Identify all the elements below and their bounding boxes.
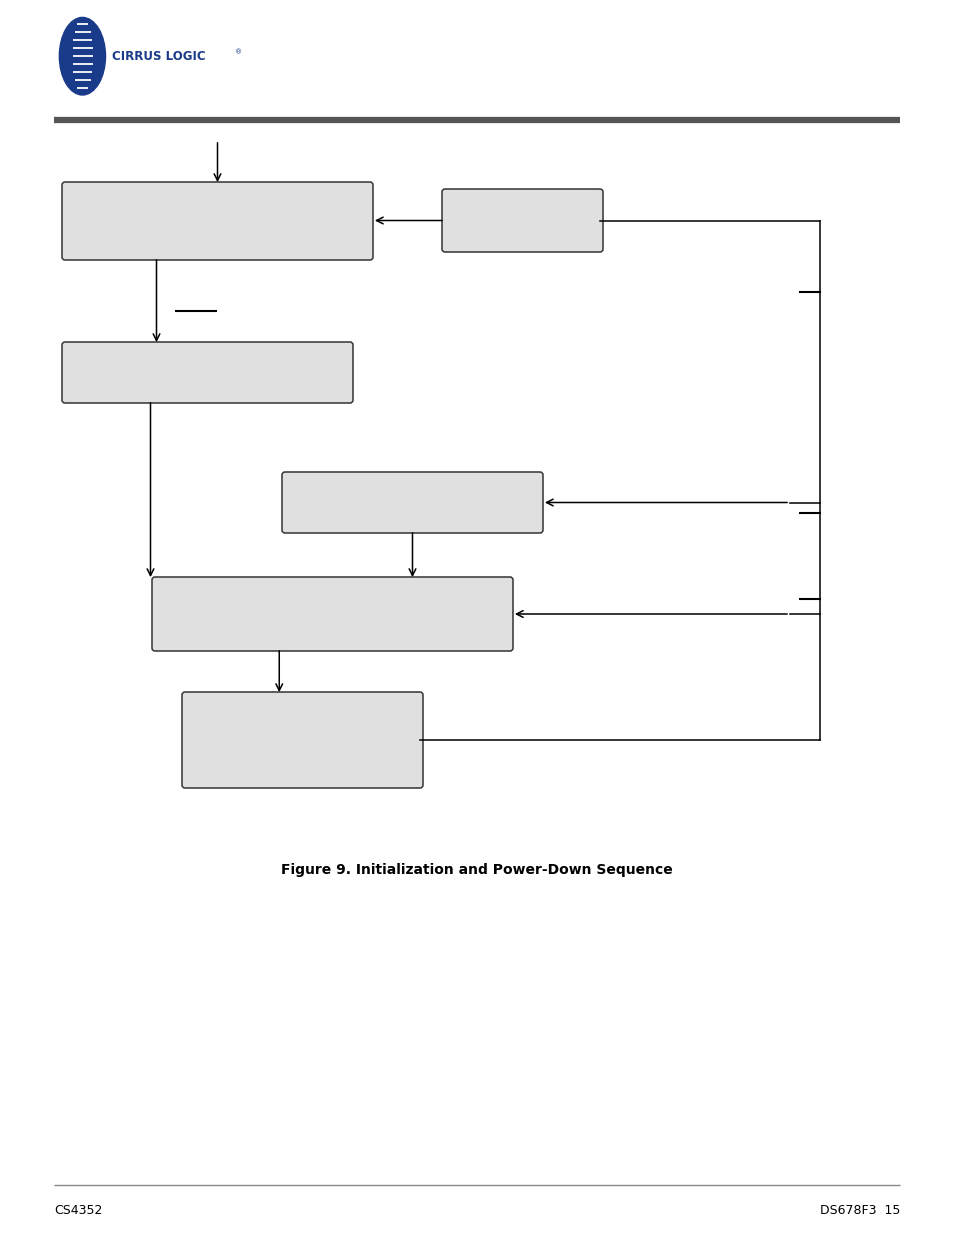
FancyBboxPatch shape: [441, 189, 602, 252]
Text: ®: ®: [234, 49, 241, 56]
FancyBboxPatch shape: [62, 182, 373, 261]
Ellipse shape: [59, 17, 106, 95]
Text: CS4352: CS4352: [54, 1203, 102, 1216]
FancyBboxPatch shape: [62, 342, 353, 403]
Text: Figure 9. Initialization and Power-Down Sequence: Figure 9. Initialization and Power-Down …: [281, 863, 672, 877]
Text: DS678F3  15: DS678F3 15: [819, 1203, 899, 1216]
FancyBboxPatch shape: [152, 577, 513, 651]
FancyBboxPatch shape: [282, 472, 542, 534]
FancyBboxPatch shape: [182, 692, 422, 788]
Text: CIRRUS LOGIC: CIRRUS LOGIC: [112, 49, 205, 63]
